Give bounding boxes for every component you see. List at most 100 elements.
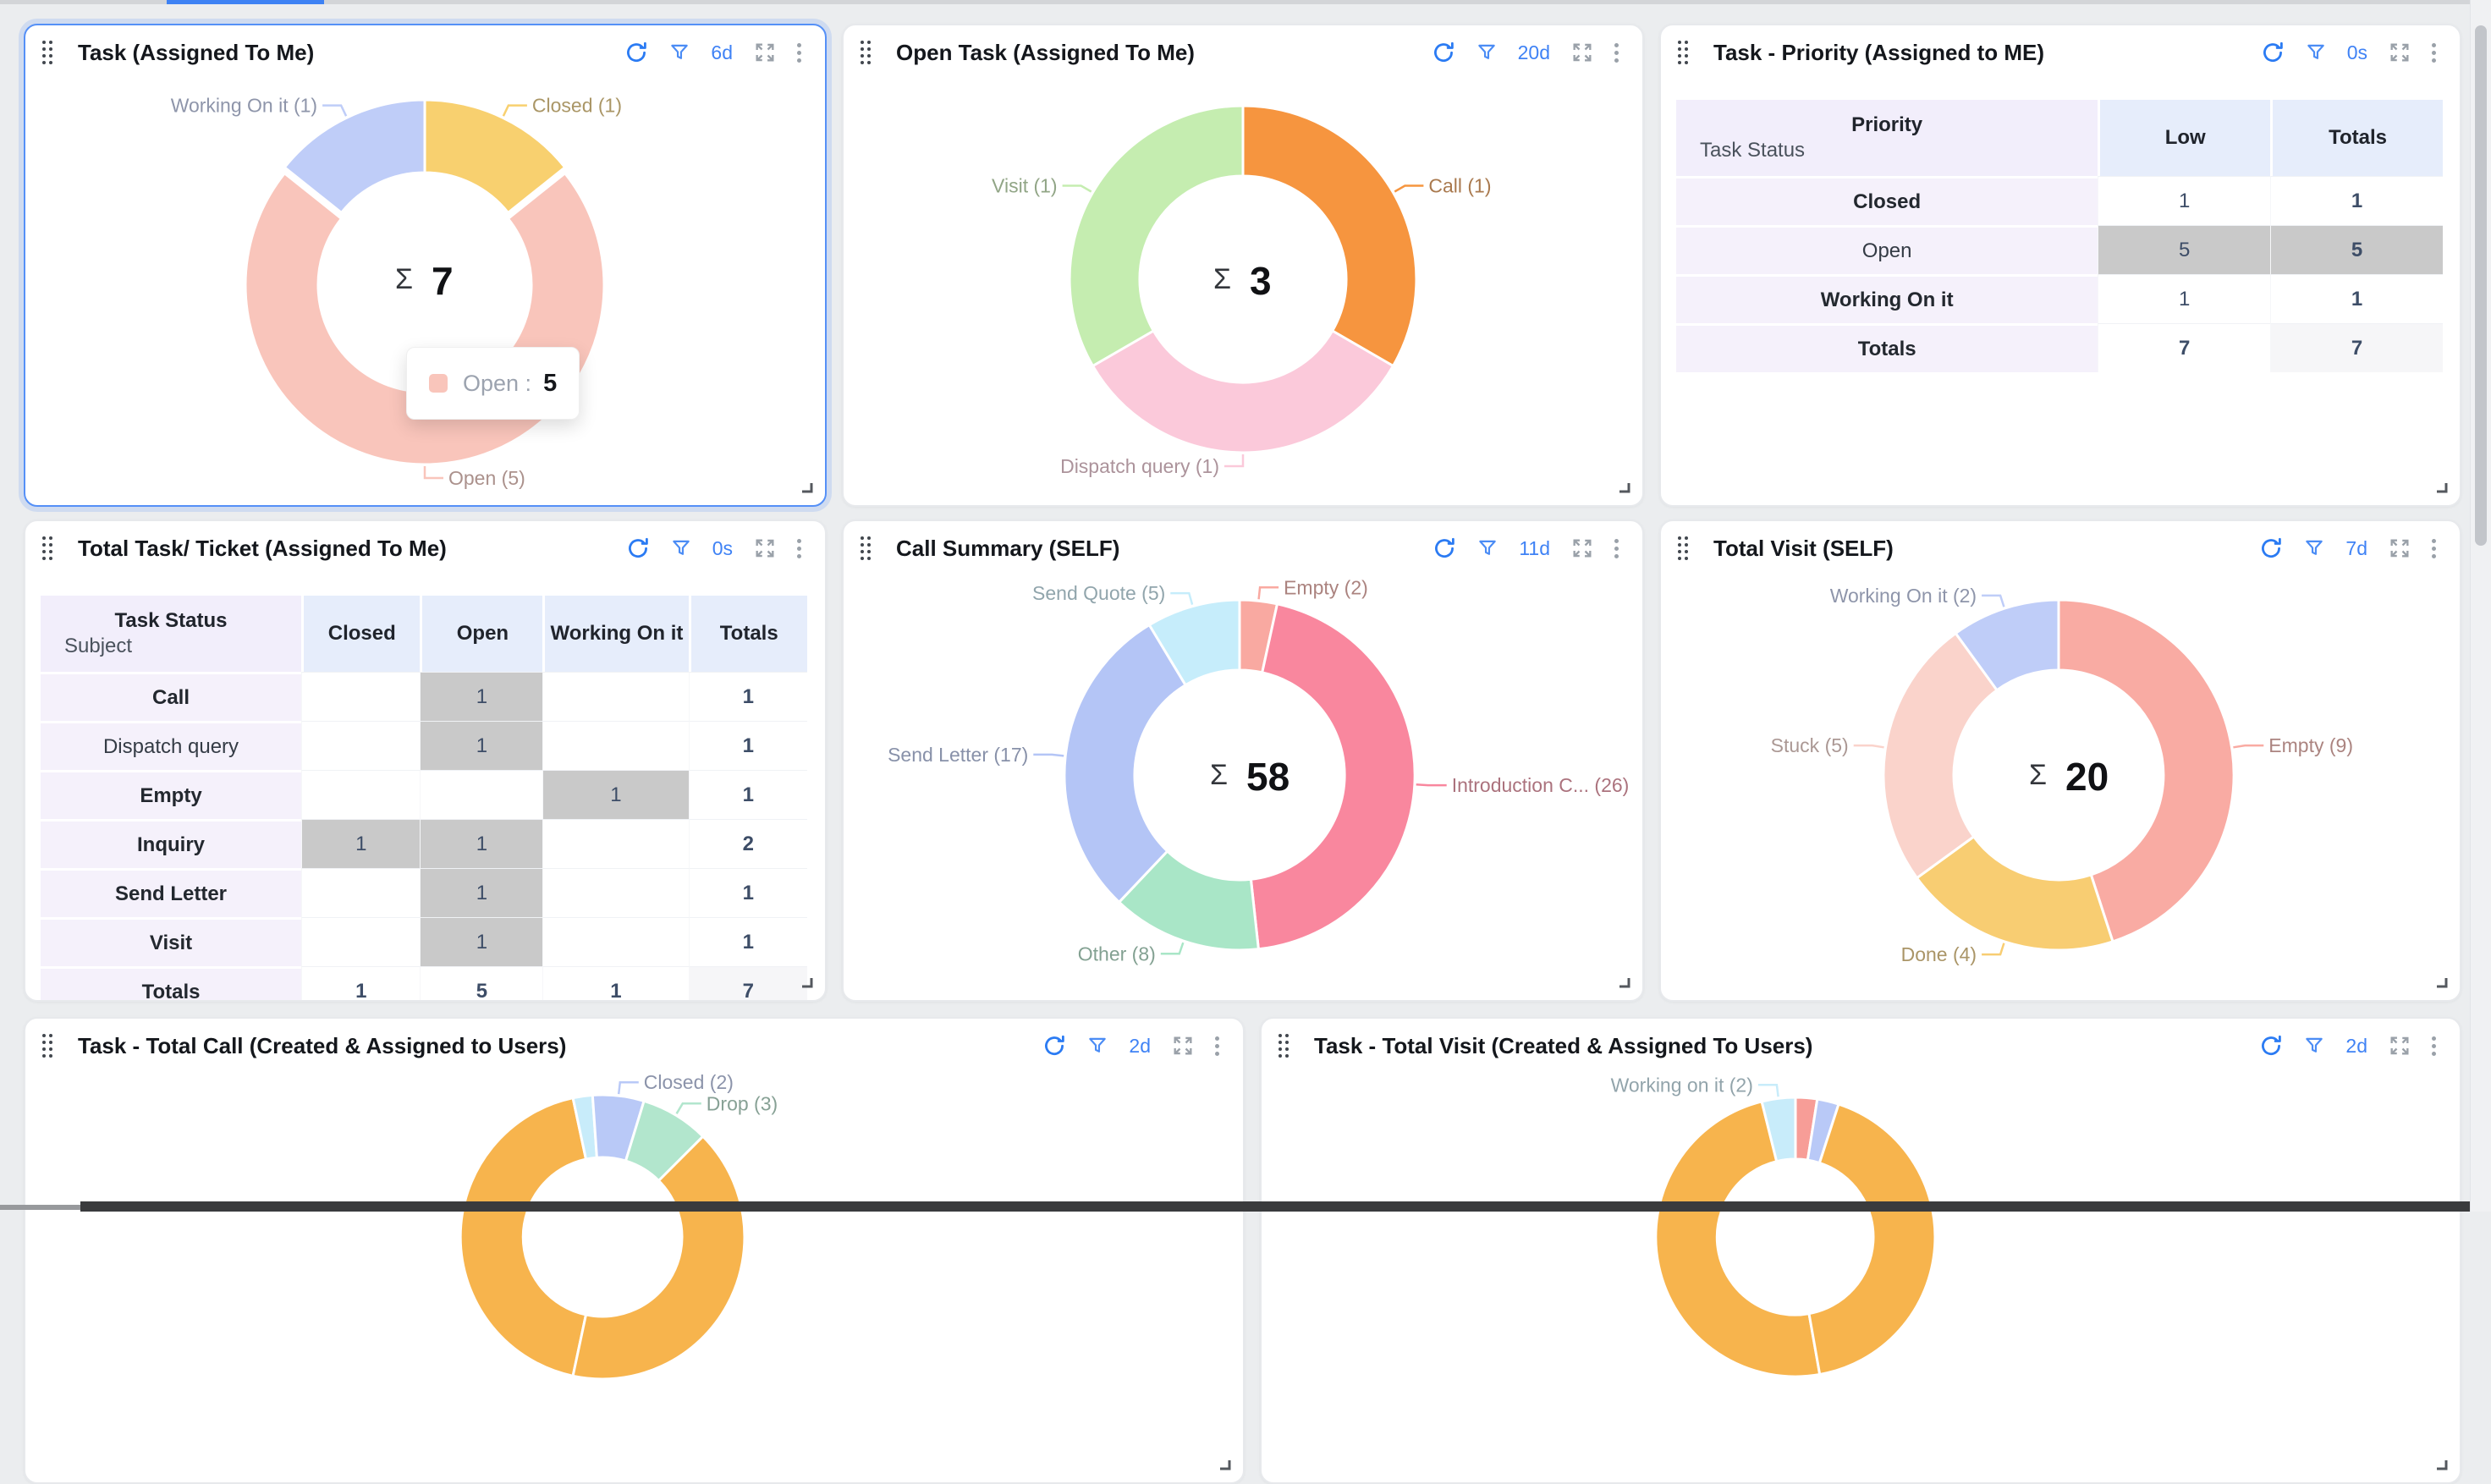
expand-icon[interactable] (2388, 536, 2411, 560)
drag-handle-icon[interactable] (1678, 41, 1688, 64)
funnel-icon[interactable] (670, 537, 692, 559)
drag-handle-icon[interactable] (42, 1034, 52, 1058)
donut-chart[interactable]: Closed (2)Drop (3) (25, 1073, 1240, 1479)
pivot-cell[interactable]: 1 (2098, 274, 2271, 323)
vertical-ellipsis-icon[interactable] (2432, 538, 2436, 558)
pivot-cell[interactable]: 1 (2270, 274, 2443, 323)
pivot-row-label[interactable]: Open (1676, 225, 2098, 274)
refresh-interval-badge[interactable]: 6d (711, 41, 733, 63)
drag-handle-icon[interactable] (42, 41, 52, 64)
refresh-interval-badge[interactable]: 0s (2346, 41, 2367, 63)
donut-chart[interactable]: Closed (1) Open (5) Working On it (1) Σ 7 (25, 80, 822, 502)
donut-slice[interactable] (1092, 329, 1394, 454)
pivot-cell[interactable] (301, 770, 421, 819)
donut-chart[interactable]: Empty (2) Introduction C... (26) Other (8)… (844, 575, 1639, 997)
pivot-cell[interactable]: 1 (2098, 176, 2271, 225)
donut-slice[interactable] (2057, 598, 2235, 943)
pivot-cell[interactable]: 1 (420, 819, 543, 868)
expand-icon[interactable] (753, 536, 777, 560)
refresh-icon[interactable] (1432, 41, 1455, 64)
vertical-ellipsis-icon[interactable] (1614, 538, 1619, 558)
vertical-scrollbar-thumb[interactable] (2475, 25, 2487, 546)
donut-chart[interactable]: Working on it (2) (1262, 1073, 2456, 1479)
funnel-icon[interactable] (2303, 1035, 2325, 1057)
pivot-cell[interactable]: 1 (301, 819, 421, 868)
donut-slice[interactable] (1241, 104, 1418, 367)
pivot-row-label[interactable]: Inquiry (41, 819, 302, 868)
pivot-cell[interactable] (301, 917, 421, 966)
vertical-ellipsis-icon[interactable] (797, 42, 801, 63)
donut-chart-area[interactable]: Closed (2) Drop (3) (25, 1073, 1243, 1482)
pivot-cell[interactable]: 7 (2098, 323, 2271, 372)
donut-chart-area[interactable]: Closed (1) Open (5) Working On it (1) Σ 7 Op… (25, 80, 825, 505)
donut-chart-area[interactable]: Call (1) Dispatch query (1) Visit (1) Σ 3 (844, 80, 1642, 505)
pivot-cell[interactable] (542, 868, 689, 917)
vertical-ellipsis-icon[interactable] (2432, 1036, 2436, 1056)
pivot-row-label[interactable]: Dispatch query (41, 721, 302, 770)
funnel-icon[interactable] (668, 41, 690, 63)
funnel-icon[interactable] (2303, 537, 2325, 559)
donut-chart[interactable]: Call (1) Dispatch query (1) Visit (1) Σ 3 (844, 80, 1639, 502)
refresh-icon[interactable] (1042, 1034, 1066, 1058)
refresh-icon[interactable] (624, 41, 648, 64)
donut-chart-area[interactable]: Empty (2) Introduction C... (26) Other (8)… (844, 575, 1642, 1000)
refresh-icon[interactable] (626, 536, 650, 560)
donut-slice[interactable] (1954, 598, 2060, 692)
refresh-interval-badge[interactable]: 0s (712, 536, 733, 559)
pivot-cell[interactable]: 1 (688, 917, 807, 966)
pivot-cell[interactable]: 1 (301, 966, 421, 1000)
pivot-row-label[interactable]: Send Letter (41, 868, 302, 917)
drag-handle-icon[interactable] (1278, 1034, 1289, 1058)
donut-chart-area[interactable]: Working on it (2) (1262, 1073, 2460, 1482)
vertical-ellipsis-icon[interactable] (797, 538, 801, 558)
resize-corner-icon[interactable] (2434, 481, 2451, 498)
pivot-cell[interactable]: 1 (420, 868, 543, 917)
pivot-column-header[interactable]: Working On it (542, 596, 689, 672)
pivot-row-label[interactable]: Closed (1676, 176, 2098, 225)
pivot-cell[interactable] (420, 770, 543, 819)
expand-icon[interactable] (1570, 41, 1594, 64)
pivot-column-header[interactable]: Totals (688, 596, 807, 672)
donut-slice[interactable] (1249, 602, 1416, 951)
refresh-icon[interactable] (2259, 1034, 2283, 1058)
refresh-icon[interactable] (1432, 536, 1456, 560)
pivot-row-label[interactable]: Call (41, 672, 302, 721)
donut-slice[interactable] (1147, 598, 1241, 687)
pivot-cell[interactable] (301, 868, 421, 917)
donut-slice[interactable] (459, 1097, 587, 1377)
donut-slice[interactable] (1882, 632, 1999, 880)
expand-icon[interactable] (1570, 536, 1594, 560)
pivot-cell[interactable]: 5 (2098, 225, 2271, 274)
funnel-icon[interactable] (1476, 537, 1498, 559)
drag-handle-icon[interactable] (42, 536, 52, 560)
pivot-cell[interactable] (542, 917, 689, 966)
expand-icon[interactable] (2388, 1034, 2411, 1058)
funnel-icon[interactable] (1086, 1035, 1108, 1057)
refresh-icon[interactable] (2261, 41, 2285, 64)
donut-slice[interactable] (1916, 835, 2114, 952)
expand-icon[interactable] (1171, 1034, 1195, 1058)
pivot-cell[interactable]: 1 (420, 917, 543, 966)
pivot-cell[interactable] (542, 721, 689, 770)
pivot-cell[interactable]: 1 (542, 770, 689, 819)
pivot-cell[interactable]: 2 (688, 819, 807, 868)
expand-icon[interactable] (753, 41, 777, 64)
pivot-row-label[interactable]: Totals (41, 966, 302, 1000)
funnel-icon[interactable] (2305, 41, 2327, 63)
resize-corner-icon[interactable] (1617, 481, 1634, 498)
pivot-cell[interactable] (542, 819, 689, 868)
pivot-cell[interactable]: 1 (688, 868, 807, 917)
pivot-column-header[interactable]: Totals (2270, 100, 2443, 176)
vertical-ellipsis-icon[interactable] (2432, 42, 2436, 63)
drag-handle-icon[interactable] (1678, 536, 1688, 560)
pivot-cell[interactable]: 1 (420, 672, 543, 721)
pivot-cell[interactable]: 5 (2270, 225, 2443, 274)
donut-slice[interactable] (1068, 104, 1245, 367)
resize-corner-icon[interactable] (800, 976, 817, 993)
resize-corner-icon[interactable] (800, 481, 817, 498)
resize-corner-icon[interactable] (1218, 1458, 1235, 1476)
vertical-ellipsis-icon[interactable] (1614, 42, 1619, 63)
refresh-interval-badge[interactable]: 11d (1519, 536, 1550, 559)
pivot-column-header[interactable]: Closed (301, 596, 421, 672)
pivot-cell[interactable] (301, 721, 421, 770)
